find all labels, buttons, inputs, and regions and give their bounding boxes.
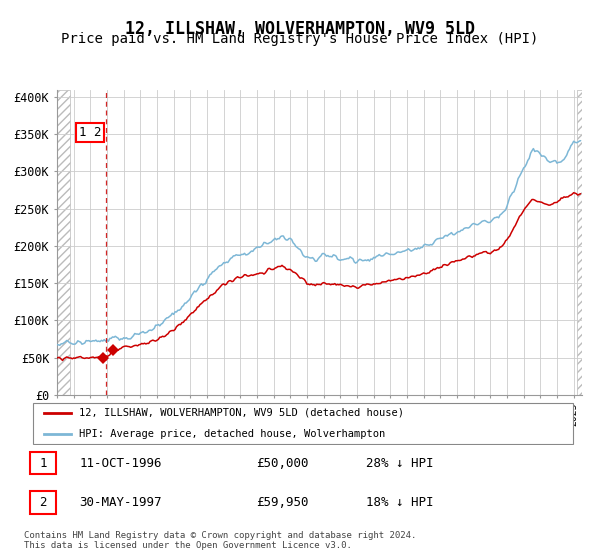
Text: Price paid vs. HM Land Registry's House Price Index (HPI): Price paid vs. HM Land Registry's House …	[61, 32, 539, 46]
Text: Contains HM Land Registry data © Crown copyright and database right 2024.
This d: Contains HM Land Registry data © Crown c…	[24, 531, 416, 550]
FancyBboxPatch shape	[33, 403, 573, 444]
Text: 18% ↓ HPI: 18% ↓ HPI	[366, 496, 434, 509]
Text: 28% ↓ HPI: 28% ↓ HPI	[366, 456, 434, 470]
FancyBboxPatch shape	[29, 452, 56, 474]
Text: £59,950: £59,950	[256, 496, 308, 509]
Text: 2: 2	[39, 496, 47, 509]
Text: 11-OCT-1996: 11-OCT-1996	[79, 456, 162, 470]
Text: 1: 1	[39, 456, 47, 470]
Text: £50,000: £50,000	[256, 456, 308, 470]
Text: 12, ILLSHAW, WOLVERHAMPTON, WV9 5LD: 12, ILLSHAW, WOLVERHAMPTON, WV9 5LD	[125, 20, 475, 38]
Text: 12, ILLSHAW, WOLVERHAMPTON, WV9 5LD (detached house): 12, ILLSHAW, WOLVERHAMPTON, WV9 5LD (det…	[79, 408, 404, 418]
Text: 1 2: 1 2	[79, 126, 101, 139]
Text: HPI: Average price, detached house, Wolverhampton: HPI: Average price, detached house, Wolv…	[79, 430, 385, 440]
Text: 30-MAY-1997: 30-MAY-1997	[79, 496, 162, 509]
FancyBboxPatch shape	[29, 491, 56, 514]
